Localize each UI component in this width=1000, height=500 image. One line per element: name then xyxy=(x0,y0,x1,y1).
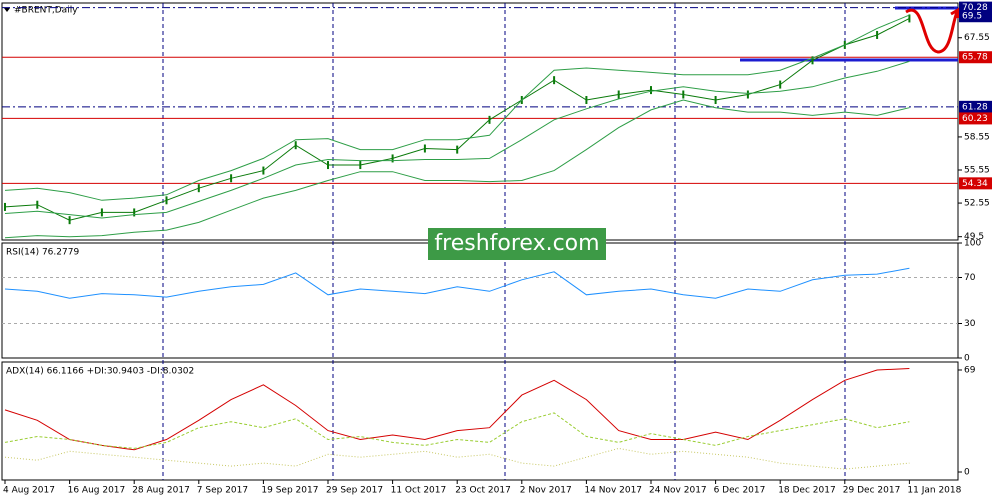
watermark: freshforex.com xyxy=(434,231,599,256)
y-tick-label: 0 xyxy=(964,354,970,364)
x-tick-label: 14 Nov 2017 xyxy=(584,486,642,496)
x-tick-label: 28 Aug 2017 xyxy=(132,486,190,496)
x-tick-label: 24 Nov 2017 xyxy=(649,486,707,496)
y-tick-label: 67.55 xyxy=(964,33,990,43)
level-label: 70.28 xyxy=(962,3,988,13)
level-label: 61.28 xyxy=(962,102,988,112)
x-tick-label: 19 Sep 2017 xyxy=(261,486,318,496)
series-line xyxy=(4,267,910,299)
x-tick-label: 2 Nov 2017 xyxy=(520,486,572,496)
adx-frame xyxy=(1,361,959,481)
y-tick-label: 55.55 xyxy=(964,166,990,176)
series-line xyxy=(4,14,910,201)
x-tick-label: 29 Sep 2017 xyxy=(326,486,383,496)
x-tick-label: 7 Sep 2017 xyxy=(197,486,248,496)
y-tick-label: 58.55 xyxy=(964,132,990,142)
series-line xyxy=(4,368,910,451)
series-line xyxy=(4,412,910,449)
annotation-arrow xyxy=(905,7,960,54)
adx-title: ADX(14) 66.1166 +DI:30.9403 -DI:8.0302 xyxy=(6,367,194,377)
menu-arrow xyxy=(4,8,10,12)
level-label: 54.34 xyxy=(962,179,988,189)
x-tick-label: 29 Dec 2017 xyxy=(843,486,901,496)
y-tick-label: 69 xyxy=(964,365,976,375)
x-tick-label: 16 Aug 2017 xyxy=(68,486,126,496)
x-tick-label: 6 Dec 2017 xyxy=(714,486,766,496)
x-tick-label: 4 Aug 2017 xyxy=(3,486,55,496)
level-label-box xyxy=(959,112,992,125)
x-tick-label: 11 Jan 2018 xyxy=(907,486,961,496)
y-tick-label: 49.5 xyxy=(964,232,984,242)
price-title: #BRENT,Daily xyxy=(14,6,78,16)
last-price-box xyxy=(959,10,992,23)
x-tick-label: 11 Oct 2017 xyxy=(391,486,447,496)
y-tick-label: 70 xyxy=(964,273,976,283)
y-tick-label: 30 xyxy=(964,319,976,329)
y-tick-label: 0 xyxy=(964,468,970,478)
last-price: 69.5 xyxy=(962,12,982,22)
series-line xyxy=(4,99,910,239)
level-label: 60.23 xyxy=(962,114,988,124)
y-tick-label: 100 xyxy=(964,239,981,249)
watermark-box xyxy=(428,228,606,260)
level-label-box xyxy=(959,51,992,64)
level-label: 65.78 xyxy=(962,53,988,63)
rsi-title: RSI(14) 76.2779 xyxy=(6,248,79,258)
x-tick-label: 23 Oct 2017 xyxy=(455,486,511,496)
level-label-box xyxy=(959,177,992,190)
y-tick-label: 52.55 xyxy=(964,199,990,209)
level-label-box xyxy=(959,100,992,113)
x-tick-label: 18 Dec 2017 xyxy=(778,486,836,496)
series-line xyxy=(4,60,910,219)
